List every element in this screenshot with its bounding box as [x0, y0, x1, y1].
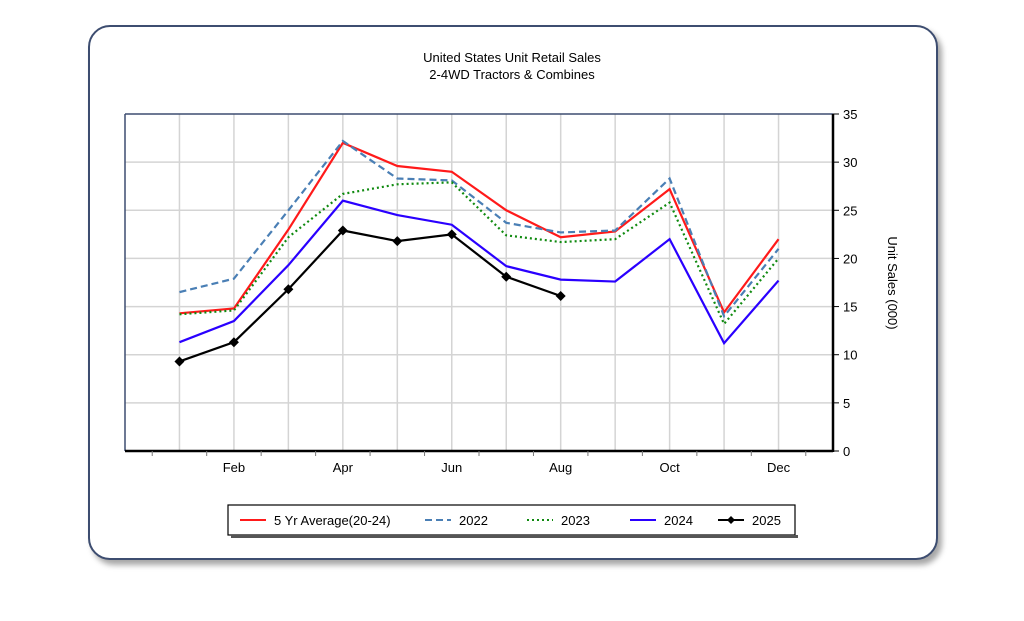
series-line-2023 [179, 181, 780, 326]
chart-title: United States Unit Retail Sales [423, 50, 601, 65]
x-tick-label: Oct [659, 460, 680, 475]
legend-shadow [231, 535, 798, 538]
data-point-marker [337, 225, 348, 236]
legend-marker [727, 516, 735, 524]
legend-label: 2025 [752, 513, 781, 528]
legend-label: 2022 [459, 513, 488, 528]
data-point-marker [446, 229, 457, 240]
data-point-marker [283, 284, 294, 295]
y-tick-label: 0 [843, 444, 850, 459]
series-line-2024 [179, 199, 780, 346]
x-tick-label: Jun [441, 460, 462, 475]
y-tick-label: 15 [843, 300, 857, 315]
data-point-marker [501, 271, 512, 282]
legend-label: 2023 [561, 513, 590, 528]
y-axis-label: Unit Sales (000) [885, 236, 900, 329]
legend-label: 2024 [664, 513, 693, 528]
legend-label: 5 Yr Average(20-24) [274, 513, 391, 528]
x-tick-label: Aug [549, 460, 572, 475]
data-point-marker [555, 290, 566, 301]
data-point-marker [228, 337, 239, 348]
y-tick-label: 10 [843, 348, 857, 363]
series-line-2022 [179, 139, 780, 319]
series-line-5-yr-average-20-24- [179, 141, 780, 315]
x-tick-label: Dec [767, 460, 791, 475]
y-tick-label: 25 [843, 203, 857, 218]
series-line-2025 [179, 229, 562, 363]
legend-box [227, 504, 796, 536]
y-tick-label: 30 [843, 155, 857, 170]
y-tick-label: 5 [843, 396, 850, 411]
plot-area [125, 114, 833, 451]
data-point-marker [392, 236, 403, 247]
chart-subtitle: 2-4WD Tractors & Combines [429, 67, 595, 82]
x-tick-label: Feb [223, 460, 245, 475]
x-tick-label: Apr [333, 460, 354, 475]
data-point-marker [174, 356, 185, 367]
y-tick-label: 35 [843, 107, 857, 122]
y-tick-label: 20 [843, 251, 857, 266]
